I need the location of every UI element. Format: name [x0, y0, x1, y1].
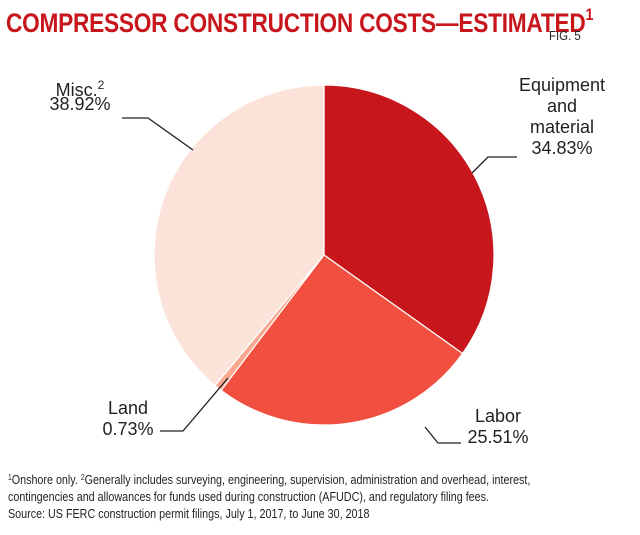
leader-line-equipment-and-material [471, 156, 517, 174]
pie-slice-labor [220, 254, 464, 426]
slice-value-land: 0.73% [102, 419, 153, 439]
figure-label: FIG. 5 [549, 28, 581, 43]
footnote-line-2: contingencies and allowances for funds u… [8, 489, 490, 504]
leader-line-labor [424, 426, 461, 444]
leader-line-land [160, 377, 229, 432]
footnote-line-1: 1Onshore only. 2Generally includes surve… [8, 472, 531, 487]
pie-chart: Equipment and material 34.83% Labor 25.51% Lan… [49, 75, 605, 447]
slice-label-misc: Misc.2 38.92% [49, 78, 110, 114]
pie-slice-misc [153, 84, 325, 387]
chart-title: COMPRESSOR CONSTRUCTION COSTS—ESTIMATED1 [6, 5, 594, 38]
slice-label-land: Land 0.73% [102, 398, 153, 439]
slice-label-labor: Labor 25.51% [467, 406, 528, 447]
slice-value-misc: 38.92% [49, 94, 110, 114]
source-line: Source: US FERC construction permit fili… [8, 506, 370, 521]
title-footnote-marker: 1 [585, 5, 594, 24]
leader-line-misc [122, 117, 194, 151]
slice-label-equipment-and-material: Equipment and material 34.83% [519, 75, 605, 158]
footnote: 1Onshore only. 2Generally includes surve… [8, 471, 546, 522]
slice-value-labor: 25.51% [467, 427, 528, 447]
pie-slice-equipment-and-material [323, 84, 495, 355]
slice-value-equipment-and-material: 34.83% [531, 138, 592, 158]
